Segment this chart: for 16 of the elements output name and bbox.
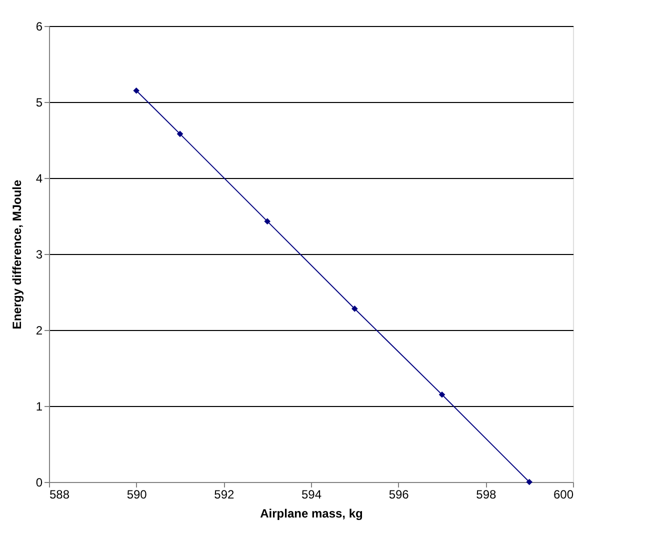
x-tick-label: 594 xyxy=(301,488,322,502)
x-tick-label: 596 xyxy=(388,488,410,502)
y-tick-label: 1 xyxy=(36,400,43,414)
x-tick-label: 598 xyxy=(476,488,496,502)
x-tick-label: 590 xyxy=(126,488,148,502)
y-tick-label: 4 xyxy=(36,172,43,186)
y-tick-label: 5 xyxy=(36,96,43,110)
y-tick-label: 0 xyxy=(36,476,43,490)
x-tick-label: 588 xyxy=(50,488,70,502)
x-tick-label: 592 xyxy=(214,488,234,502)
x-tick-label: 600 xyxy=(553,488,574,502)
y-axis-title: Energy difference, MJoule xyxy=(10,179,24,330)
y-tick-label: 2 xyxy=(36,324,43,338)
y-tick-label: 3 xyxy=(36,248,43,262)
y-tick-label: 6 xyxy=(36,20,43,34)
x-axis-title: Airplane mass, kg xyxy=(260,506,363,520)
